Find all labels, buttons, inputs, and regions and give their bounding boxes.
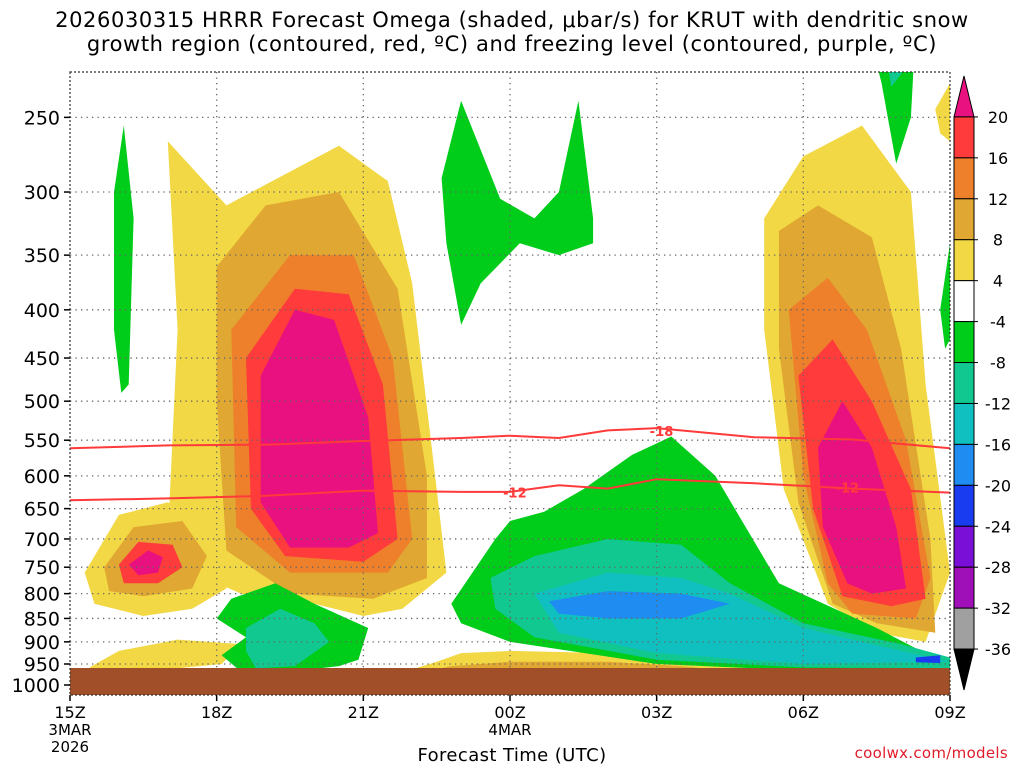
colorbar-label-13: -36 xyxy=(985,640,1011,659)
ytick-label-400: 400 xyxy=(24,300,60,322)
ytick-label-750: 750 xyxy=(24,557,60,579)
ytick-label-1000: 1000 xyxy=(12,675,60,697)
omega-region-13 xyxy=(818,401,906,594)
chart-title-line-2: growth region (contoured, red, ºC) and f… xyxy=(86,32,938,56)
x-axis-label: Forecast Time (UTC) xyxy=(417,745,607,766)
colorbar-swatch-7 xyxy=(953,362,975,404)
colorbar-swatch-6 xyxy=(953,321,975,364)
omega-region-27 xyxy=(114,125,134,393)
ytick-label-350: 350 xyxy=(24,245,60,267)
chart-title-line-1: 2026030315 HRRR Forecast Omega (shaded, … xyxy=(55,8,969,32)
contour-line-1 xyxy=(70,478,950,502)
ytick-label-450: 450 xyxy=(24,348,60,370)
xtick-sublabel-00Z-0: 4MAR xyxy=(488,721,531,739)
ytick-label-250: 250 xyxy=(24,107,60,129)
omega-region-33 xyxy=(940,243,950,349)
ytick-label-600: 600 xyxy=(24,466,60,488)
xtick-sublabel-15Z-1: 2026 xyxy=(51,738,89,756)
colorbar-swatch-11 xyxy=(953,525,975,568)
omega-region-28 xyxy=(441,100,594,325)
colorbar-label-4: 4 xyxy=(993,272,1003,291)
colorbar-swatch-2 xyxy=(953,157,975,200)
omega-region-24 xyxy=(915,655,941,664)
ytick-label-650: 650 xyxy=(24,499,60,521)
colorbar-label-10: -24 xyxy=(985,517,1011,536)
contour-line-0 xyxy=(70,427,950,450)
colorbar-label-6: -8 xyxy=(990,354,1006,373)
colorbar-label-9: -20 xyxy=(985,476,1011,495)
ground-surface xyxy=(70,668,950,695)
colorbar-label-12: -32 xyxy=(985,599,1011,618)
colorbar-swatch-4 xyxy=(953,239,975,282)
colorbar-label-8: -16 xyxy=(985,435,1011,454)
xtick-sublabel-15Z-0: 3MAR xyxy=(48,721,91,739)
ytick-label-900: 900 xyxy=(24,632,60,654)
ytick-label-700: 700 xyxy=(24,529,60,551)
xtick-label-06Z: 06Z xyxy=(788,703,819,722)
omega-region-32 xyxy=(935,83,950,142)
contour-label-1: -12 xyxy=(503,487,527,502)
colorbar-swatch-5 xyxy=(953,280,975,323)
ytick-label-800: 800 xyxy=(24,584,60,606)
ytick-label-300: 300 xyxy=(24,182,60,204)
colorbar-swatch-0 xyxy=(953,75,975,118)
contour-label-0: -18 xyxy=(650,425,674,440)
colorbar-swatch-12 xyxy=(953,566,975,609)
colorbar-label-0: 20 xyxy=(988,108,1008,127)
omega-region-8 xyxy=(128,550,163,576)
colorbar-swatch-14 xyxy=(953,648,975,691)
site-credit[interactable]: coolwx.com/models xyxy=(854,744,1008,762)
omega-region-23 xyxy=(549,591,730,619)
colorbar-swatch-10 xyxy=(953,484,975,527)
xtick-label-03Z: 03Z xyxy=(641,703,672,722)
omega-region-15 xyxy=(442,661,700,668)
xtick-label-09Z: 09Z xyxy=(934,703,965,722)
omega-region-26 xyxy=(246,608,330,668)
colorbar-swatch-1 xyxy=(953,116,975,159)
ytick-label-550: 550 xyxy=(24,430,60,452)
ytick-label-500: 500 xyxy=(24,391,60,413)
colorbar-swatch-9 xyxy=(953,443,975,486)
omega-region-7 xyxy=(260,309,378,548)
colorbar-label-11: -28 xyxy=(985,558,1011,577)
colorbar-label-5: -4 xyxy=(990,313,1006,332)
xtick-label-00Z: 00Z xyxy=(494,703,525,722)
plot-frame xyxy=(69,71,951,696)
colorbar-label-1: 16 xyxy=(988,149,1008,168)
colorbar-label-3: 8 xyxy=(993,231,1003,250)
omega-region-31 xyxy=(354,26,374,32)
ytick-label-950: 950 xyxy=(24,654,60,676)
ytick-label-850: 850 xyxy=(24,608,60,630)
colorbar-swatch-8 xyxy=(953,402,975,445)
colorbar-swatch-3 xyxy=(953,198,975,241)
xtick-label-18Z: 18Z xyxy=(201,703,232,722)
colorbar-swatch-13 xyxy=(953,607,975,650)
omega-region-30 xyxy=(888,72,902,87)
xtick-label-21Z: 21Z xyxy=(348,703,379,722)
colorbar-label-7: -12 xyxy=(985,394,1011,413)
omega-region-19 xyxy=(89,639,242,668)
xtick-label-15Z: 15Z xyxy=(54,703,85,722)
contour-label-2: -12 xyxy=(836,481,860,496)
colorbar-label-2: 12 xyxy=(988,190,1008,209)
